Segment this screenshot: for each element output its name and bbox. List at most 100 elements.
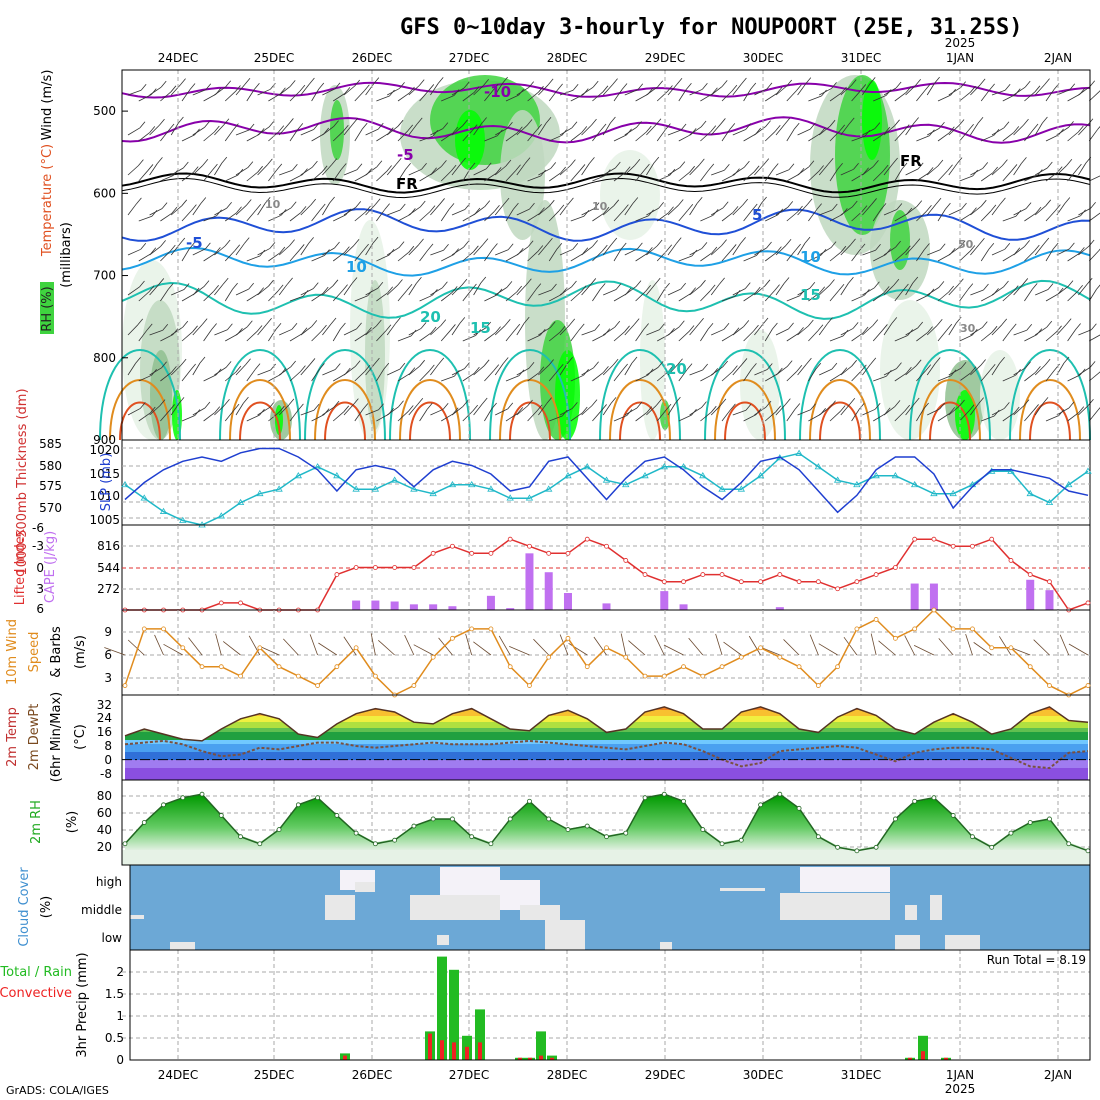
- temp-label-b: 2m DewPt: [27, 704, 42, 771]
- rh-line-point: [372, 841, 378, 847]
- wind-barb: [937, 94, 951, 102]
- wind-barb: [592, 91, 604, 102]
- wind-barb-feather: [829, 279, 835, 286]
- wind-barb: [430, 166, 442, 176]
- wind-barb: [1056, 89, 1070, 96]
- wind-barb: [224, 212, 237, 222]
- wind-barb: [257, 324, 267, 336]
- cloud-block: [170, 942, 195, 950]
- wind-barb: [268, 374, 281, 382]
- wind-barb: [181, 415, 196, 422]
- thickness-line-point: [371, 485, 380, 492]
- wind-barb-feather: [482, 238, 489, 245]
- contour-label: -5: [397, 146, 414, 164]
- wind-barb-feather: [741, 358, 748, 365]
- wind-barb-feather: [765, 400, 772, 408]
- cloud-block: [930, 895, 942, 920]
- wind-barb-feather: [485, 162, 492, 170]
- wind-barb: [462, 130, 473, 142]
- wind-barb: [689, 164, 700, 176]
- wind-barb-feather: [633, 318, 640, 325]
- wind-barb: [138, 374, 152, 382]
- lifted-index-line-point: [1085, 600, 1091, 606]
- wind-barb-feather: [808, 160, 815, 168]
- wind-barb: [743, 330, 754, 342]
- wind-barb-feather: [583, 209, 590, 217]
- wind-barb: [138, 291, 150, 302]
- surface-wind-barb: [870, 633, 877, 656]
- surface-wind-barb: [378, 639, 395, 656]
- wind-barb: [549, 134, 563, 142]
- wind-barb-feather: [364, 365, 371, 372]
- contour-dome: [304, 349, 386, 441]
- wind-barb: [765, 373, 778, 382]
- wind-barb-feather: [1021, 157, 1027, 164]
- wind-barb: [548, 210, 560, 222]
- wind-barb: [808, 133, 821, 142]
- cape-bar: [1045, 590, 1054, 610]
- date-label-top: 28DEC: [547, 51, 587, 65]
- wind-barb-feather: [259, 249, 266, 257]
- wind-barb-feather: [223, 118, 230, 126]
- thickness-line-point: [217, 512, 226, 519]
- wind-barb-feather: [774, 284, 780, 291]
- surface-wind-barb: [593, 636, 607, 656]
- wind-speed-line-point: [507, 664, 513, 670]
- precip-convective-bar: [465, 1046, 469, 1060]
- wind-barb: [786, 295, 800, 302]
- wind-barb: [365, 204, 376, 216]
- date-label-bottom: 31DEC: [841, 1068, 881, 1082]
- wind-barb: [851, 370, 862, 382]
- wind-barb-feather: [227, 323, 233, 331]
- thickness-line-point: [352, 485, 360, 492]
- wind-barb-feather: [334, 241, 340, 249]
- wind-barb: [678, 171, 690, 182]
- surface-wind-barb: [104, 647, 126, 656]
- wind-barb-feather: [287, 277, 293, 285]
- wind-barb-feather: [979, 238, 985, 245]
- wind-barb: [581, 86, 594, 96]
- wind-barb-feather: [896, 203, 903, 210]
- surface-wind-barb: [413, 644, 434, 656]
- wind-barb: [278, 404, 290, 416]
- wind-barb: [700, 214, 714, 222]
- wind-barb-feather: [636, 121, 642, 128]
- wind-barb: [397, 214, 411, 222]
- wind-barb: [959, 372, 972, 382]
- wind-barb-feather: [656, 399, 662, 406]
- wind-barb-feather: [557, 364, 564, 371]
- wind-barb-feather: [556, 243, 563, 250]
- wind-barb: [721, 90, 733, 102]
- rh-line-point: [161, 802, 166, 808]
- wind-barb-feather: [515, 164, 521, 172]
- wind-barb-feather: [969, 245, 976, 252]
- contour-dome: [324, 401, 366, 441]
- wind-barb: [397, 411, 409, 422]
- wind-barb: [970, 403, 979, 416]
- wind-barb: [1002, 215, 1017, 222]
- wind-barb: [872, 413, 886, 422]
- wind-barb-feather: [1068, 121, 1074, 128]
- wind-barb: [797, 166, 810, 176]
- rh-shade-region: [500, 110, 545, 240]
- cloud-block: [720, 888, 765, 891]
- contour-minus-10: [121, 81, 1091, 99]
- wind-barb: [203, 215, 217, 222]
- wind-barb-feather: [830, 241, 837, 248]
- wind-barb: [916, 249, 925, 262]
- thickness-line-point: [602, 476, 611, 483]
- precip-tick: 0.5: [105, 1031, 124, 1045]
- wind-barb: [808, 95, 822, 102]
- thickness-line-point: [737, 485, 746, 492]
- wind-barb: [311, 330, 322, 342]
- contour-dome: [409, 401, 451, 441]
- wind-barb-feather: [934, 76, 940, 84]
- wind-barb: [203, 374, 217, 382]
- wind-barb-feather: [610, 116, 616, 124]
- wind-barb-feather: [157, 157, 163, 164]
- wind-barb: [462, 410, 473, 422]
- rh-2m-unit: (%): [65, 811, 80, 834]
- wind-speed-line-point: [546, 654, 552, 660]
- wind-barb-feather: [1088, 399, 1094, 406]
- contour-dome: [99, 349, 181, 441]
